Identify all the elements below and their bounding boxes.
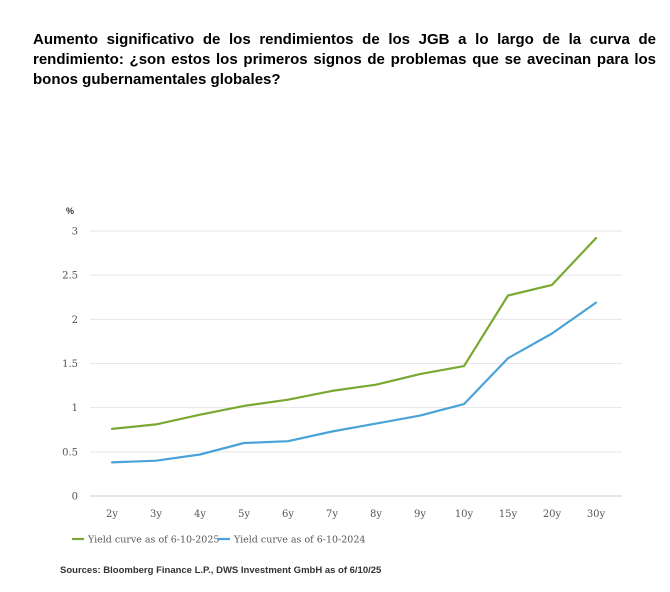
x-tick-label: 20y [543,509,562,520]
series-line-1 [110,237,598,430]
y-tick-label: 0 [72,492,78,503]
x-tick-label: 7y [326,509,338,520]
x-axis-ticks: 2y 3y 4y 5y 6y 7y 8y 9y 10y 15y 20y 30y [106,509,606,520]
y-tick-label: 1.5 [62,359,78,370]
x-tick-label: 2y [106,509,118,520]
legend: Yield curve as of 6-10-2025 Yield curve a… [72,535,365,546]
x-tick-label: 9y [414,509,426,520]
series-line-2 [110,301,598,464]
series-lines [110,237,598,464]
y-tick-label: 3 [72,227,78,238]
x-tick-label: 15y [499,509,518,520]
gridlines [90,230,622,497]
source-note: Sources: Bloomberg Finance L.P., DWS Inv… [60,565,382,576]
x-tick-label: 10y [455,509,474,520]
y-tick-label: 2 [72,315,78,326]
legend-label: Yield curve as of 6-10-2024 [233,535,365,546]
x-tick-label: 30y [587,509,606,520]
y-axis-ticks: 0 0.5 1 1.5 2 2.5 3 [62,227,78,503]
x-tick-label: 8y [370,509,382,520]
y-tick-label: 0.5 [62,447,78,458]
x-tick-label: 5y [238,509,250,520]
x-tick-label: 4y [194,509,206,520]
x-tick-label: 6y [282,509,294,520]
chart-headline: Aumento significativo de los rendimiento… [33,31,656,88]
y-tick-label: 2.5 [62,271,78,282]
x-tick-label: 3y [150,509,162,520]
y-axis-unit-label: % [66,206,74,216]
legend-label: Yield curve as of 6-10-2025 [87,535,219,546]
y-tick-label: 1 [72,403,78,414]
